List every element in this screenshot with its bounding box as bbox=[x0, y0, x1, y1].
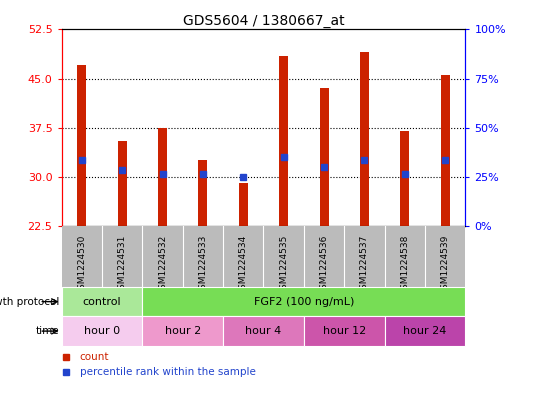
Text: FGF2 (100 ng/mL): FGF2 (100 ng/mL) bbox=[254, 297, 354, 307]
Bar bbox=[158, 128, 167, 226]
Text: hour 24: hour 24 bbox=[403, 326, 447, 336]
Text: growth protocol: growth protocol bbox=[0, 297, 59, 307]
Text: hour 0: hour 0 bbox=[84, 326, 120, 336]
Bar bbox=[118, 141, 127, 226]
Text: GSM1224534: GSM1224534 bbox=[239, 235, 248, 296]
Bar bbox=[319, 88, 328, 226]
Bar bbox=[198, 160, 208, 226]
Bar bbox=[239, 184, 248, 226]
Text: GSM1224539: GSM1224539 bbox=[441, 235, 450, 296]
Text: GSM1224532: GSM1224532 bbox=[158, 235, 167, 296]
Text: GSM1224538: GSM1224538 bbox=[400, 235, 409, 296]
Text: control: control bbox=[82, 297, 121, 307]
Text: hour 4: hour 4 bbox=[246, 326, 281, 336]
Bar bbox=[441, 75, 450, 226]
Bar bbox=[279, 56, 288, 226]
Text: hour 2: hour 2 bbox=[165, 326, 201, 336]
Text: hour 12: hour 12 bbox=[323, 326, 366, 336]
Bar bbox=[142, 287, 465, 316]
Bar bbox=[360, 52, 369, 226]
Bar bbox=[62, 316, 142, 346]
Bar bbox=[223, 316, 304, 346]
Bar bbox=[62, 287, 142, 316]
Text: GSM1224536: GSM1224536 bbox=[319, 235, 328, 296]
Text: GSM1224531: GSM1224531 bbox=[118, 235, 127, 296]
Bar bbox=[400, 131, 409, 226]
Text: GSM1224535: GSM1224535 bbox=[279, 235, 288, 296]
Text: GSM1224537: GSM1224537 bbox=[360, 235, 369, 296]
Text: GSM1224530: GSM1224530 bbox=[77, 235, 86, 296]
Bar bbox=[304, 316, 385, 346]
Bar bbox=[142, 316, 223, 346]
Title: GDS5604 / 1380667_at: GDS5604 / 1380667_at bbox=[182, 15, 345, 28]
Text: GSM1224533: GSM1224533 bbox=[198, 235, 208, 296]
Bar bbox=[385, 316, 465, 346]
Bar bbox=[77, 66, 86, 226]
Text: time: time bbox=[36, 326, 59, 336]
Text: percentile rank within the sample: percentile rank within the sample bbox=[80, 367, 256, 377]
Text: count: count bbox=[80, 352, 109, 362]
